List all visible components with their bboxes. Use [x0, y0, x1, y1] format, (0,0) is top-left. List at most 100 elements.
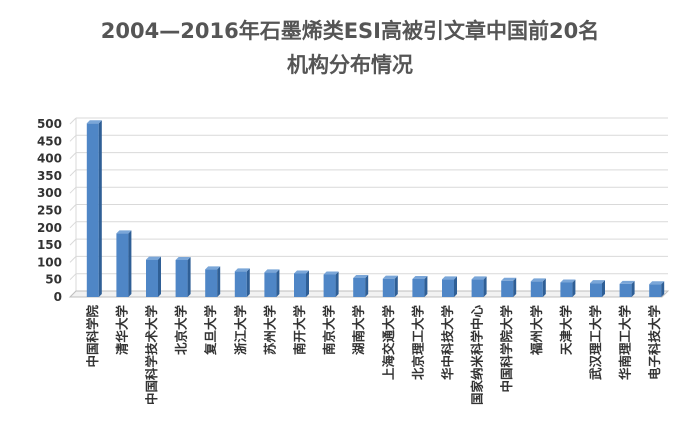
x-tick-label: 电子科技大学 [647, 305, 662, 381]
bar-front [501, 280, 514, 297]
bar-top [323, 271, 339, 275]
x-tick-label: 北京理工大学 [410, 305, 425, 381]
bar [264, 269, 280, 297]
bar [442, 276, 457, 297]
y-tick-label: 100 [37, 255, 62, 269]
bar-top [382, 275, 398, 279]
bar [175, 256, 191, 297]
y-tick-label: 150 [37, 238, 62, 252]
bar-front [146, 259, 158, 297]
bar [560, 279, 576, 297]
y-tick-label: 250 [37, 204, 62, 218]
bar [323, 271, 339, 297]
bar-side [217, 266, 221, 297]
bar-side [513, 277, 517, 297]
bar-side [602, 280, 605, 297]
bar [205, 266, 221, 297]
bar-side [128, 230, 132, 297]
bar-side [246, 268, 250, 297]
bar-front [205, 269, 218, 297]
x-tick-label: 中国科学技术大学 [144, 305, 159, 406]
x-tick-label: 中国科学院 [85, 305, 100, 368]
gridline-depth [69, 117, 77, 125]
bar-front [294, 273, 306, 297]
gridline-depth [69, 273, 77, 281]
bar-top [649, 281, 665, 285]
bar [234, 268, 250, 297]
bar-front [590, 283, 602, 297]
gridlines [69, 117, 668, 298]
bar [501, 277, 517, 297]
bar-top [590, 280, 605, 284]
gridline-depth [69, 238, 77, 246]
bar-front [175, 259, 188, 297]
bar-top [146, 256, 161, 260]
bar [294, 270, 309, 297]
bar-side [483, 276, 487, 297]
bar-top [294, 270, 309, 274]
x-tick-label: 北京大学 [174, 305, 189, 356]
gridline-depth [69, 256, 77, 263]
category-labels: 中国科学院 清华大学 中国科学技术大学 北京大学 复旦大学 浙江大学 苏州大学 南开大学 南京大… [85, 305, 662, 406]
bar-top [86, 120, 102, 124]
bar-side [572, 279, 576, 297]
y-tick-label: 50 [45, 273, 62, 287]
bar [382, 275, 398, 297]
bar-side [306, 270, 309, 297]
bar-side [365, 274, 369, 297]
gridline-depth [69, 186, 77, 194]
bar [471, 276, 487, 297]
bar [649, 281, 665, 297]
x-tick-label: 华中科技大学 [440, 305, 455, 381]
bar-top [175, 256, 191, 260]
bar [86, 120, 102, 297]
x-tick-label: 福州大学 [529, 305, 544, 357]
bar [116, 230, 132, 297]
bar-side [631, 280, 635, 297]
bar-side [276, 269, 280, 297]
gridline-depth [69, 152, 77, 159]
bar-top [116, 230, 132, 234]
x-tick-label: 浙江大学 [233, 305, 248, 356]
bar-side [454, 276, 457, 297]
gridline-depth [69, 204, 77, 211]
y-tick-label: 300 [37, 186, 62, 200]
chart-title: 2004—2016年石墨烯类ESI高被引文章中国前20名 机构分布情况 [0, 14, 700, 82]
x-tick-label: 苏州大学 [262, 305, 277, 356]
y-tick-label: 0 [54, 290, 62, 304]
bar-side [98, 120, 102, 297]
chart-title-line-2: 机构分布情况 [287, 53, 413, 77]
bar [619, 280, 635, 297]
bar-front [649, 284, 662, 297]
axes: 0 50 100 150 200 250 300 350 400 450 500 [37, 117, 670, 304]
bar-top [501, 277, 517, 281]
bar-front [382, 278, 395, 297]
bar-top [353, 274, 369, 278]
bar-side [335, 271, 339, 297]
x-tick-label: 天津大学 [558, 305, 573, 356]
bar-top [442, 276, 457, 280]
bar [530, 278, 546, 297]
x-tick-label: 华南理工大学 [618, 305, 633, 381]
y-tick-label: 500 [37, 117, 62, 131]
y-tick-label: 200 [37, 221, 62, 235]
bar-front [412, 279, 425, 297]
bar-side [158, 256, 161, 297]
bar-side [424, 276, 428, 297]
chart-title-line-1: 2004—2016年石墨烯类ESI高被引文章中国前20名 [100, 19, 600, 43]
bar-front [442, 279, 454, 297]
bar-side [187, 256, 191, 297]
bar-front [86, 123, 99, 297]
bar-front [619, 283, 632, 297]
bar-side [661, 281, 665, 297]
x-tick-label: 复旦大学 [203, 305, 218, 357]
bar [353, 274, 369, 297]
bar-top [530, 278, 546, 282]
bar-front [353, 277, 366, 297]
y-tick-label: 450 [37, 134, 62, 148]
bar-top [412, 276, 428, 280]
x-tick-label: 武汉理工大学 [588, 305, 603, 381]
gridline-depth [69, 169, 77, 177]
bar [412, 276, 428, 297]
